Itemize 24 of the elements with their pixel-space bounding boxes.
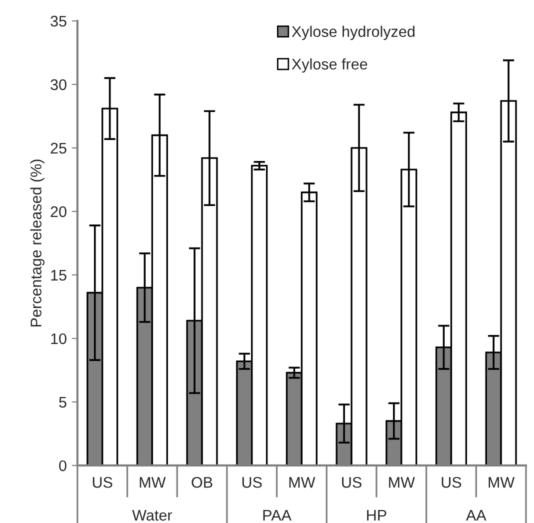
x-tick-label: MW — [289, 477, 316, 488]
y-tick-label: 5 — [59, 396, 66, 408]
x-tick-label: US — [442, 476, 462, 488]
x-tick-label: MW — [389, 477, 415, 488]
x-tick-label: US — [242, 476, 262, 488]
x-tick-label: OB — [192, 476, 212, 488]
y-axis-title: Percentage released (%) — [30, 160, 44, 326]
y-tick-label: 35 — [50, 16, 66, 27]
x-tick-label: US — [342, 476, 362, 488]
x-tick-label: MW — [488, 477, 515, 488]
legend-label: Xylose hydrolyzed — [292, 26, 414, 40]
text: Water — [132, 510, 172, 521]
y-tick-label: 25 — [50, 142, 66, 154]
y-tick-label: 10 — [51, 333, 66, 344]
y-tick-label: 30 — [50, 79, 66, 90]
y-tick-label: 15 — [51, 270, 66, 281]
text: PAA — [263, 510, 292, 521]
x-tick-label: MW — [140, 477, 166, 488]
y-tick-label: 20 — [50, 206, 66, 218]
text: AA — [466, 510, 486, 521]
text: HP — [367, 510, 386, 521]
x-tick-label: US — [92, 476, 112, 488]
y-tick-label: 0 — [59, 460, 66, 472]
legend-label: Xylose free — [292, 58, 368, 73]
